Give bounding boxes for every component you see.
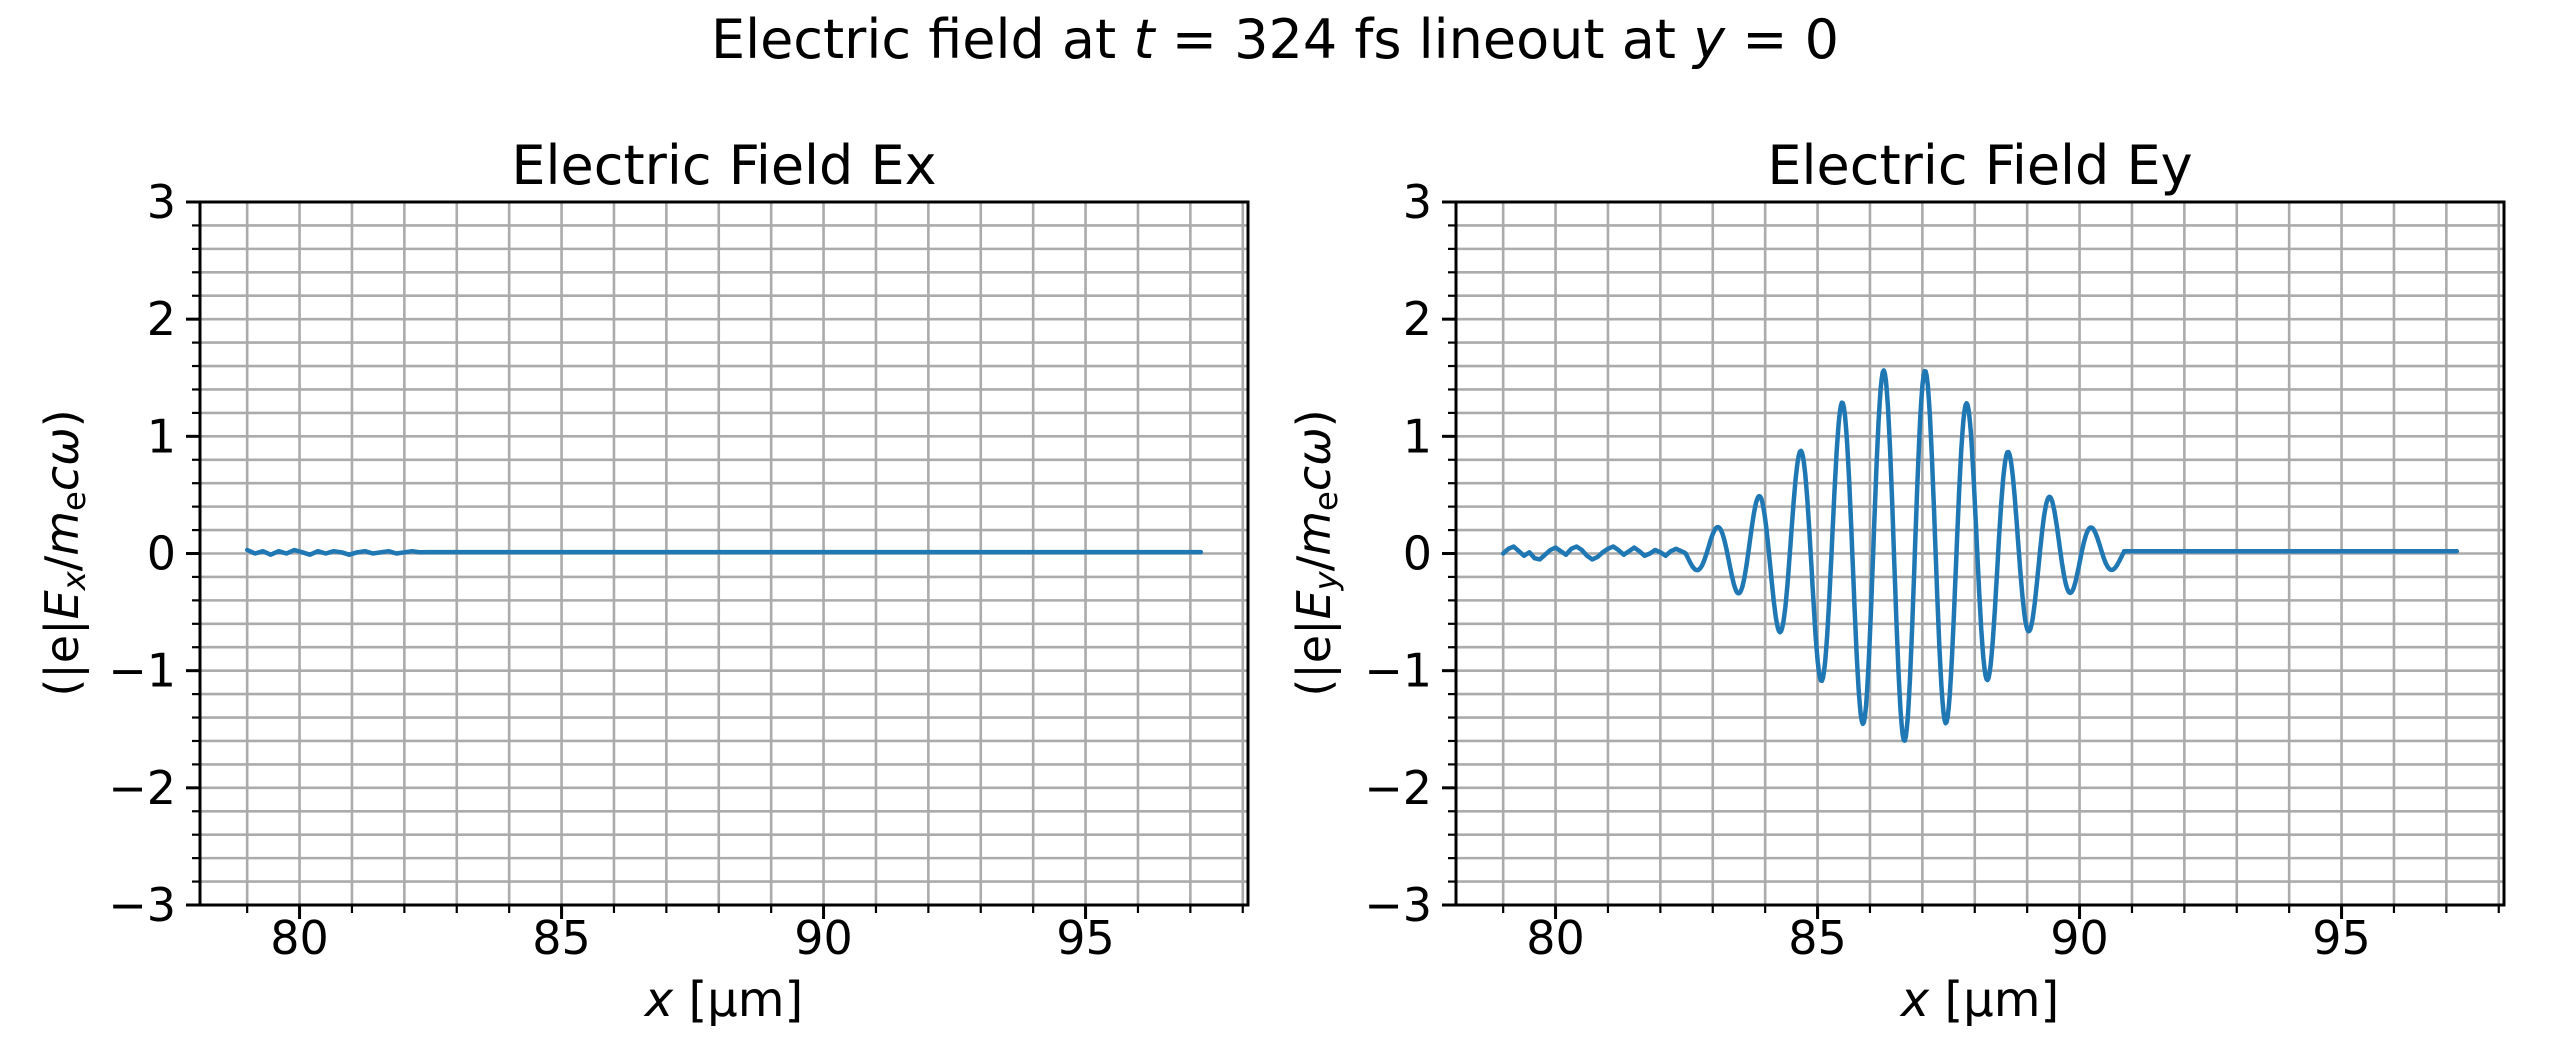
label-segment: [µm]: [673, 972, 804, 1028]
x-tick-label: 80: [270, 911, 329, 965]
label-segment: ω: [34, 427, 89, 466]
label-segment: x: [1900, 972, 1930, 1028]
x-tick-label: 95: [2312, 911, 2371, 965]
label-segment: y: [1693, 8, 1726, 71]
label-segment: (|e|: [34, 619, 89, 697]
yaxis-label-ey: (|e|Ey/mecω): [1287, 409, 1345, 696]
subplot-title-ey: Electric Field Ey: [1767, 134, 2193, 197]
axes-spines: [1454, 200, 2506, 907]
x-tick-label: 85: [532, 911, 591, 965]
y-tick-label: 2: [147, 292, 176, 346]
label-segment: m: [34, 510, 89, 556]
figure-suptitle: Electric field at t = 324 fs lineout at …: [711, 8, 1839, 71]
x-tick-label: 95: [1056, 911, 1115, 965]
axes-spines: [198, 200, 1250, 907]
label-segment: = 324 fs lineout at: [1154, 8, 1694, 71]
x-tick-label: 80: [1526, 911, 1585, 965]
label-segment: (|e|: [1286, 619, 1341, 697]
label-segment: x: [644, 972, 674, 1028]
y-tick-label: −1: [1364, 644, 1432, 698]
y-tick-label: 1: [147, 409, 176, 463]
label-segment: c: [34, 465, 89, 492]
x-tick-label: 90: [794, 911, 853, 965]
label-segment: = 0: [1725, 8, 1840, 71]
label-segment: t: [1133, 8, 1155, 71]
y-tick-label: −1: [108, 644, 176, 698]
y-tick-label: 3: [147, 175, 176, 229]
xaxis-label-ey: x [µm]: [1901, 972, 2059, 1028]
y-tick-label: −3: [1364, 878, 1432, 932]
xaxis-label-ex: x [µm]: [645, 972, 803, 1028]
yaxis-label-ex: (|e|Ex/mecω): [35, 409, 93, 696]
data-line-ex: [244, 547, 1204, 557]
label-segment: x: [55, 571, 94, 591]
y-tick-label: 2: [1403, 292, 1432, 346]
y-tick-label: 1: [1403, 409, 1432, 463]
label-segment: Electric field at: [710, 8, 1134, 71]
y-tick-label: −3: [108, 878, 176, 932]
label-segment: E: [1286, 590, 1341, 620]
label-segment: y: [1307, 571, 1346, 591]
y-tick-label: 0: [1403, 527, 1432, 581]
label-segment: c: [1286, 465, 1341, 492]
label-segment: m: [1286, 510, 1341, 556]
x-tick-label: 90: [2050, 911, 2109, 965]
label-segment: e: [1307, 491, 1346, 511]
label-segment: ): [1286, 409, 1341, 428]
y-tick-label: 3: [1403, 175, 1432, 229]
y-tick-label: −2: [108, 761, 176, 815]
label-segment: /: [1286, 555, 1341, 572]
y-tick-label: 0: [147, 527, 176, 581]
x-tick-label: 85: [1788, 911, 1847, 965]
label-segment: ): [34, 409, 89, 428]
label-segment: ω: [1286, 427, 1341, 466]
label-segment: [µm]: [1929, 972, 2060, 1028]
y-tick-label: −2: [1364, 761, 1432, 815]
label-segment: e: [55, 491, 94, 511]
label-segment: E: [34, 590, 89, 620]
subplot-title-ex: Electric Field Ex: [511, 134, 937, 197]
label-segment: /: [34, 555, 89, 572]
data-line-ey: [1500, 368, 2460, 743]
